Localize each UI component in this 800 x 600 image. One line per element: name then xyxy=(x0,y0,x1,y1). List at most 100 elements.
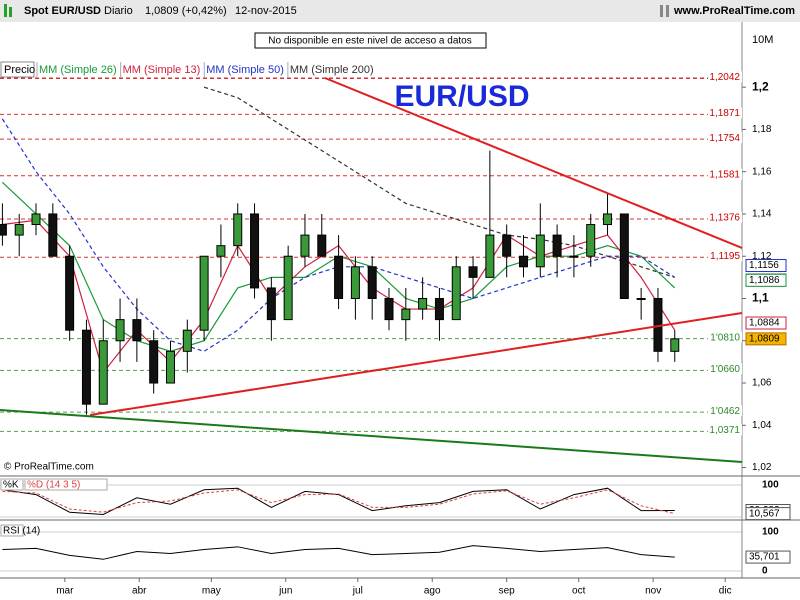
candle-body xyxy=(401,308,411,321)
x-tick-label: ago xyxy=(424,586,441,597)
x-tick-label: may xyxy=(202,586,221,597)
candle-body xyxy=(434,297,444,321)
value-box xyxy=(745,273,787,287)
trendline xyxy=(0,409,742,463)
level-label: 1,1195 xyxy=(710,251,740,262)
y-tick-label: 1,1 xyxy=(752,291,769,305)
legend-entry: RSI (14) xyxy=(3,526,40,537)
x-tick-label: abr xyxy=(132,586,147,597)
x-tick-label: nov xyxy=(645,586,661,597)
candle-body xyxy=(233,213,243,247)
candle-body xyxy=(165,350,175,384)
level-label-bg xyxy=(708,250,742,262)
candle-body xyxy=(586,224,596,257)
y-tick-label: 1,14 xyxy=(752,209,772,220)
level-label-bg xyxy=(708,71,742,83)
trendline xyxy=(89,312,742,416)
candle-body xyxy=(149,340,159,384)
value-label: 35,701 xyxy=(749,552,780,563)
y-tick-label: 100 xyxy=(762,527,779,538)
candle-body xyxy=(468,266,478,278)
candle-body xyxy=(31,213,41,226)
candle-body xyxy=(132,319,142,342)
candle-body xyxy=(367,266,377,299)
level-label: 1,0371 xyxy=(709,425,740,436)
level-label-bg xyxy=(708,363,742,375)
y-tick-label: 0 xyxy=(762,566,768,577)
copyright: © ProRealTime.com xyxy=(4,462,94,473)
legend-box xyxy=(0,61,35,78)
candle-body xyxy=(98,340,108,405)
candle-body xyxy=(670,338,680,352)
x-tick-label: jun xyxy=(278,586,292,597)
value-box xyxy=(745,550,791,564)
candle-body xyxy=(518,255,528,268)
y-tick-label: 1,18 xyxy=(752,124,772,135)
candle-body xyxy=(350,266,360,299)
level-label-bg xyxy=(708,405,742,417)
value-label: 10,567 xyxy=(749,508,780,519)
candle-body xyxy=(182,329,192,352)
value-box xyxy=(745,332,787,346)
y-tick-label: 100 xyxy=(762,480,779,491)
candle-body xyxy=(569,255,579,258)
level-label: 1'0462 xyxy=(710,406,740,417)
candle-body xyxy=(502,234,512,257)
candle-body xyxy=(48,213,58,257)
legend-entry: %K xyxy=(3,480,19,491)
notice: No disponible en este nivel de acceso a … xyxy=(268,36,471,47)
candle-body xyxy=(552,234,562,257)
candle-body xyxy=(266,287,276,321)
candle-body xyxy=(0,224,7,236)
y-tick-label: 1,16 xyxy=(752,166,772,177)
candle-body xyxy=(14,224,24,236)
x-tick-label: oct xyxy=(572,586,586,597)
header-bar xyxy=(0,0,800,22)
trendlines xyxy=(0,77,742,463)
series-line xyxy=(2,487,675,515)
icon[interactable] xyxy=(660,5,663,17)
y-tick-label: 1,02 xyxy=(752,462,772,473)
candle-body xyxy=(535,234,545,268)
instrument: Spot EUR/USD xyxy=(24,5,101,17)
legend-entry: MM (Simple 26) xyxy=(39,64,117,76)
value-label: 1,1156 xyxy=(749,260,779,271)
legend-entry: MM (Simple 50) xyxy=(206,64,284,76)
legend-bg xyxy=(24,478,108,491)
series-line xyxy=(1,118,676,352)
value-label: 1,1086 xyxy=(749,275,780,286)
icon[interactable] xyxy=(666,5,669,17)
candle-body xyxy=(250,213,260,289)
candle-body xyxy=(384,297,394,321)
level-label-bg xyxy=(708,212,742,224)
candle-body xyxy=(418,297,428,310)
icon xyxy=(4,4,7,17)
candle-body xyxy=(65,255,75,331)
candle-body xyxy=(216,245,226,257)
x-tick-label: dic xyxy=(719,586,732,597)
value-label: 1,0809 xyxy=(749,333,780,344)
date: 12-nov-2015 xyxy=(235,5,297,17)
site[interactable]: www.ProRealTime.com xyxy=(673,5,795,17)
y-tick-label: 1,06 xyxy=(752,378,772,389)
legend-bg xyxy=(0,524,24,537)
value-box xyxy=(745,316,787,330)
level-label-bg xyxy=(708,424,742,436)
candle-body xyxy=(636,297,646,300)
candle-body xyxy=(317,234,327,257)
level-label-bg xyxy=(708,132,742,144)
candle-body xyxy=(199,255,209,331)
value-label: 1,0884 xyxy=(749,318,780,329)
legend-bg xyxy=(0,478,24,491)
chart-title: EUR/USD xyxy=(394,80,529,113)
x-tick-label: jul xyxy=(352,586,363,597)
level-label-bg xyxy=(708,331,742,343)
level-label: 1,1871 xyxy=(709,108,740,119)
candle-body xyxy=(334,255,344,299)
level-label: 1'0660 xyxy=(710,364,740,375)
y-tick-label: 1,2 xyxy=(752,79,769,93)
legend-entry: MM (Simple 200) xyxy=(290,64,374,76)
candle-body xyxy=(300,234,310,257)
x-tick-label: mar xyxy=(56,586,74,597)
